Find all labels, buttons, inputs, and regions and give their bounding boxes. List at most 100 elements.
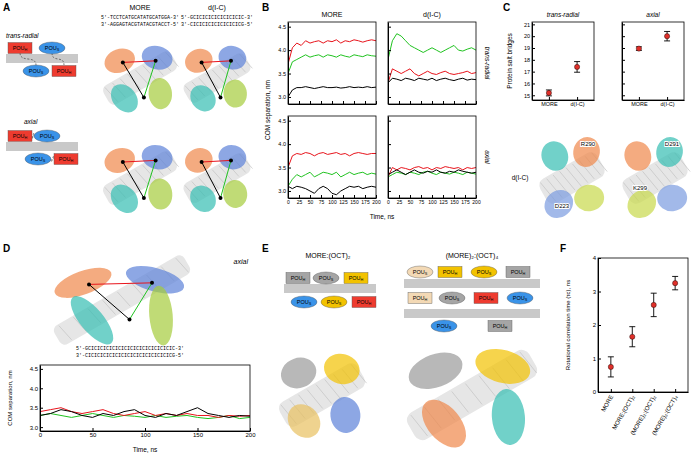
protein-domain <box>105 179 143 218</box>
tick-label: MORE <box>631 101 648 107</box>
pou-h-box <box>8 131 32 142</box>
tick-mark <box>598 359 601 360</box>
tick-label: 25 <box>397 199 403 205</box>
com-point <box>200 60 204 64</box>
domain-label-sub: H <box>369 302 372 306</box>
tick-mark <box>622 24 625 25</box>
protein-domain <box>101 45 138 78</box>
tick-label: 150 <box>450 199 459 205</box>
protein-domain <box>277 353 321 394</box>
protein-domain <box>222 179 248 209</box>
domain-label: POUH <box>57 68 72 76</box>
panel-letter: F <box>560 243 566 254</box>
error-cap <box>664 40 670 41</box>
domain-label-sub: H <box>25 136 28 140</box>
tick: 4.5 <box>30 366 43 372</box>
tick-mark <box>465 195 466 198</box>
tick-label: 4.5 <box>278 118 286 124</box>
pou-h-box <box>506 267 530 278</box>
pou-h-box <box>352 297 376 308</box>
domain-label-base: POU <box>45 45 57 51</box>
structure-render <box>619 134 691 224</box>
tick: 4.5 <box>278 24 291 30</box>
tick <box>622 72 625 73</box>
tick: 125 <box>439 195 448 205</box>
row-title: axial <box>24 118 38 125</box>
protein-domain <box>182 45 216 77</box>
domain-label-sub: S <box>43 159 46 163</box>
domain-label: POUS <box>477 269 492 277</box>
protein-domain <box>182 144 217 176</box>
point <box>651 302 656 307</box>
tick: 3.0 <box>278 188 291 194</box>
point <box>546 90 551 95</box>
tick <box>388 27 391 28</box>
tick-mark <box>40 369 43 370</box>
tick-mark <box>388 27 391 28</box>
tick: 3.0 <box>30 425 43 431</box>
protein-domain <box>539 184 579 224</box>
series-line <box>288 153 376 168</box>
protein-domain <box>329 396 362 434</box>
tick-mark <box>354 101 355 104</box>
tick-label: 0 <box>287 199 290 205</box>
com-point <box>200 160 204 164</box>
domain-label: POUH <box>13 133 28 141</box>
pou-h-box <box>344 273 368 284</box>
plot-frame <box>388 22 476 104</box>
tick: 75 <box>419 195 425 205</box>
tick: 3.0 <box>278 94 291 100</box>
domain-shape: POUS <box>313 272 339 284</box>
tick-mark <box>622 48 625 49</box>
axis-title: Time, ns <box>133 446 158 453</box>
tick: (MORE)₂:(OCT)₄ <box>651 389 679 436</box>
pou-s-oval <box>313 272 339 284</box>
domain-label: POUH <box>479 295 494 303</box>
domain-shape: POUH <box>54 154 78 165</box>
dna-rung <box>560 169 575 192</box>
domain-label: POUS <box>45 45 60 53</box>
domain-label-base: POU <box>13 133 25 139</box>
tick-label: 0 <box>593 389 597 395</box>
tick-mark <box>639 97 640 100</box>
tick <box>410 101 411 104</box>
plot-frame <box>40 365 250 431</box>
com-point <box>142 96 146 100</box>
plot-area <box>546 62 580 96</box>
tick-mark <box>399 195 400 198</box>
tick-label: 150 <box>350 199 359 205</box>
domain-label-sub: H <box>303 278 306 282</box>
tick: 150 <box>450 195 459 205</box>
com-distance <box>89 283 152 285</box>
domain-label-base: POU <box>59 156 71 162</box>
linker <box>32 133 34 139</box>
tick: d(I-C) <box>661 97 675 107</box>
domain-label-base: POU <box>357 299 369 305</box>
com-distance <box>221 160 232 198</box>
domain-label: POUH <box>13 45 28 53</box>
series-line <box>388 167 476 177</box>
tick-mark <box>410 195 411 198</box>
domain-label: POUS <box>297 299 312 307</box>
axis-title: COM separation, nm <box>264 80 272 140</box>
tick: 25 <box>297 195 303 205</box>
tick <box>388 168 391 169</box>
com-point <box>229 158 233 162</box>
plot-area <box>608 276 678 377</box>
error-cap <box>574 61 580 62</box>
com-distance <box>202 61 231 63</box>
tick-mark <box>354 195 355 198</box>
tick-mark <box>532 48 535 49</box>
tick <box>388 191 391 192</box>
tick-label: 150 <box>193 432 204 438</box>
com-point <box>219 196 223 200</box>
com-distance <box>123 62 144 97</box>
tick-label: 4.5 <box>30 366 39 372</box>
tick-label: 50 <box>308 199 314 205</box>
tick: 3.5 <box>278 71 291 77</box>
tick-mark <box>598 292 601 293</box>
domain-label-sub: S <box>525 298 528 302</box>
tick-mark <box>632 389 633 392</box>
row-title: d(I-C) <box>512 174 529 182</box>
axis-title: COM separation, nm <box>7 370 13 425</box>
